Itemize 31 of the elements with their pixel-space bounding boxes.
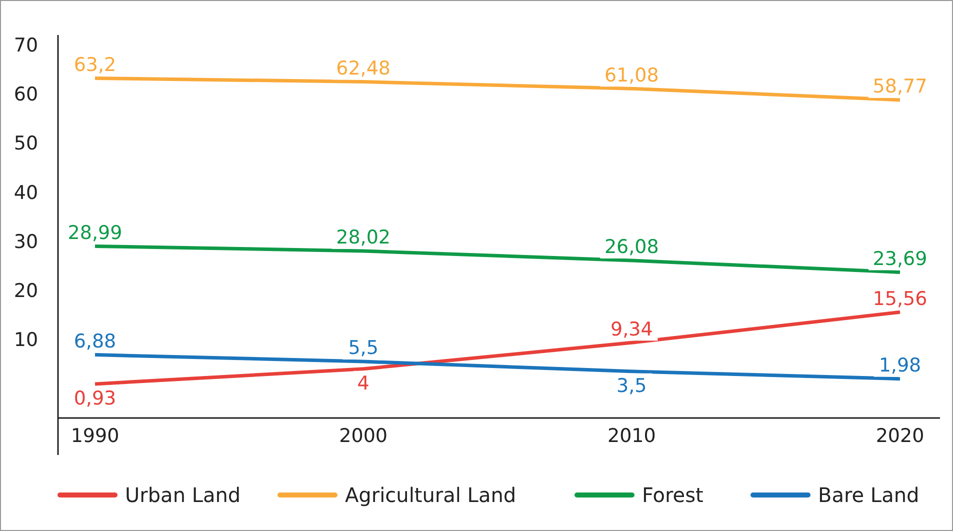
legend-label: Bare Land [818, 483, 920, 507]
y-tick-label: 40 [14, 182, 38, 204]
x-tick-label: 1990 [70, 425, 120, 447]
data-label: 6,88 [74, 330, 116, 352]
data-label: 9,34 [610, 318, 653, 340]
data-label: 15,56 [872, 288, 928, 310]
data-label: 58,77 [872, 76, 928, 98]
data-label: 4 [357, 372, 370, 395]
y-tick-label: 20 [14, 280, 38, 302]
legend-label: Agricultural Land [345, 483, 516, 507]
y-tick-label: 10 [14, 329, 38, 352]
x-tick-label: 2010 [607, 425, 656, 447]
data-label: 23,69 [872, 248, 928, 270]
data-label: 26,08 [604, 236, 659, 258]
data-label: 61,08 [604, 64, 659, 86]
data-label: 63,2 [74, 54, 116, 76]
data-label: 0,93 [74, 388, 116, 410]
y-tick-label: 30 [14, 230, 38, 253]
x-tick-label: 2020 [876, 425, 924, 447]
y-tick-label: 50 [14, 132, 38, 155]
data-label: 1,98 [878, 354, 922, 376]
y-tick-label: 60 [14, 84, 38, 106]
x-tick-label: 2000 [339, 425, 388, 447]
y-tick-label: 70 [14, 34, 38, 56]
data-label: 3,5 [616, 375, 647, 398]
data-label: 5,5 [348, 337, 378, 360]
data-label: 62,48 [336, 57, 391, 80]
data-label: 28,99 [68, 222, 122, 244]
data-label: 28,02 [336, 226, 391, 249]
legend-label: Urban Land [125, 483, 241, 507]
legend-label: Forest [642, 483, 704, 507]
